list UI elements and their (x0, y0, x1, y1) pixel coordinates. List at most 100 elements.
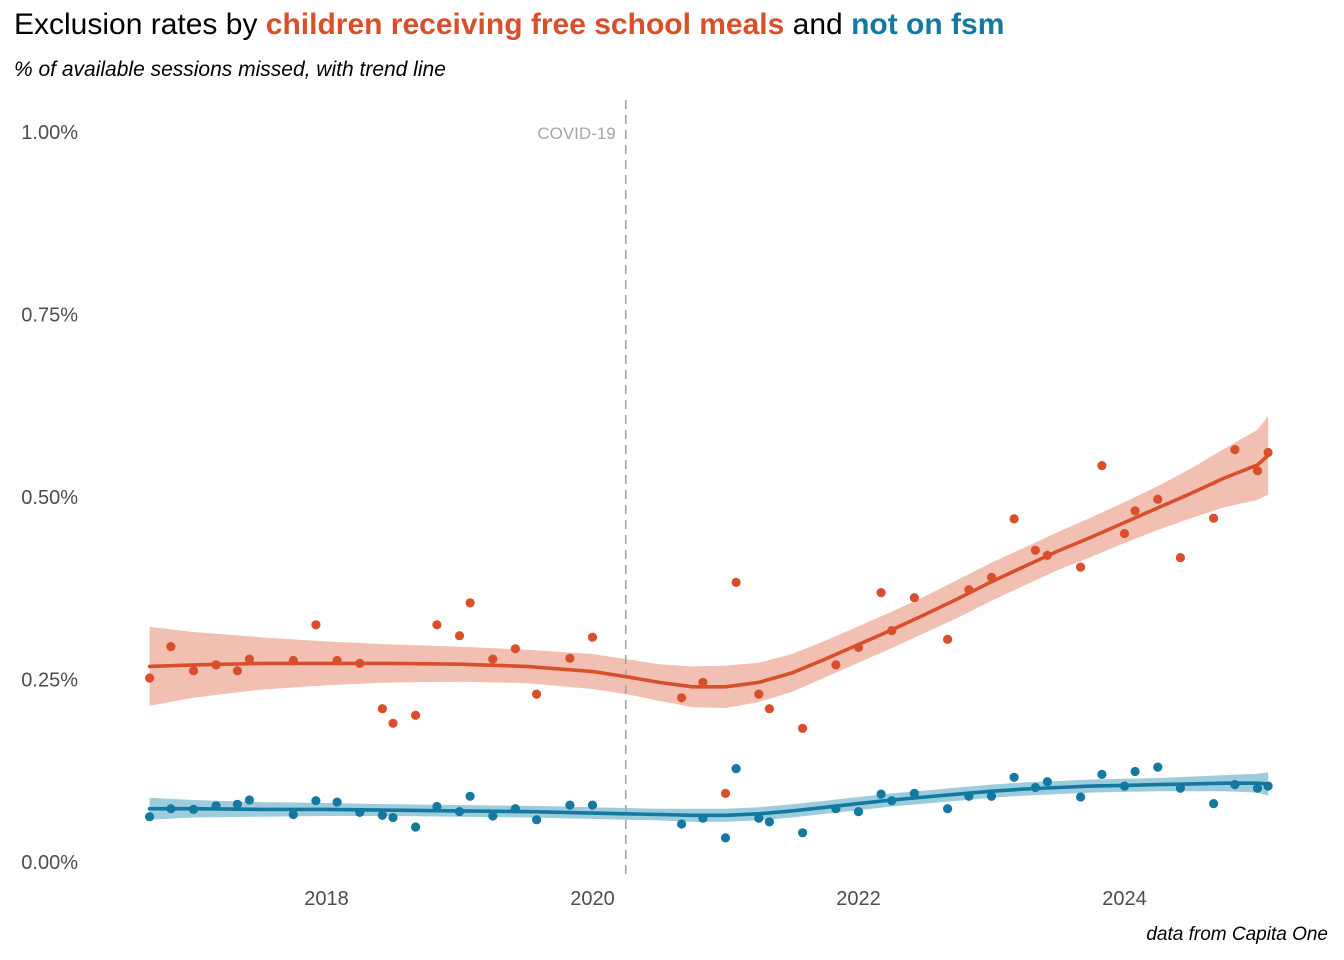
data-point-not-fsm (488, 811, 498, 821)
data-point-not-fsm (1076, 792, 1086, 802)
data-point-not-fsm (853, 807, 864, 817)
data-point-fsm (166, 642, 176, 652)
title-highlight-fsm: children receiving free school meals (265, 8, 785, 41)
data-point-fsm (377, 704, 387, 714)
x-tick-label: 2024 (1102, 888, 1147, 910)
data-point-not-fsm (465, 791, 475, 801)
data-point-not-fsm (720, 833, 731, 843)
data-point-not-fsm (698, 813, 708, 823)
data-point-fsm (887, 626, 897, 636)
data-point-not-fsm (565, 800, 575, 810)
data-point-not-fsm (1009, 772, 1019, 782)
data-point-not-fsm (288, 809, 298, 820)
data-point-fsm (488, 654, 498, 664)
data-point-not-fsm (510, 804, 520, 814)
data-point-fsm (1030, 545, 1040, 555)
y-tick-label: 0.25% (21, 670, 78, 692)
data-point-not-fsm (1263, 781, 1273, 791)
data-point-fsm (909, 593, 920, 603)
data-point-fsm (1252, 466, 1263, 476)
chart-subtitle: % of available sessions missed, with tre… (14, 58, 446, 81)
data-point-fsm (876, 588, 886, 598)
data-point-not-fsm (677, 819, 687, 829)
data-point-fsm (211, 660, 221, 670)
data-point-not-fsm (355, 807, 365, 818)
data-point-fsm (831, 660, 841, 670)
data-point-fsm (1042, 550, 1052, 561)
data-point-not-fsm (831, 804, 841, 814)
data-point-not-fsm (377, 810, 387, 820)
data-point-not-fsm (887, 796, 897, 806)
data-point-fsm (565, 653, 575, 663)
data-point-fsm (798, 723, 808, 734)
data-point-not-fsm (454, 807, 465, 817)
data-point-fsm (311, 620, 321, 630)
data-point-not-fsm (1030, 782, 1040, 793)
data-point-not-fsm (1130, 766, 1140, 777)
data-point-not-fsm (1097, 769, 1107, 780)
data-point-fsm (1009, 514, 1019, 524)
data-point-not-fsm (411, 822, 421, 832)
data-point-fsm (731, 577, 741, 588)
data-point-fsm (1119, 528, 1130, 539)
data-point-fsm (388, 718, 398, 728)
data-point-not-fsm (244, 795, 254, 805)
data-point-not-fsm (1175, 783, 1185, 793)
data-point-not-fsm (1042, 777, 1052, 787)
data-point-not-fsm (943, 804, 953, 814)
data-point-not-fsm (587, 800, 598, 810)
data-point-fsm (510, 644, 520, 654)
data-point-fsm (188, 666, 199, 676)
data-point-fsm (964, 585, 974, 595)
title-highlight-not-fsm: not on fsm (851, 8, 1005, 41)
data-point-not-fsm (388, 812, 398, 823)
data-point-fsm (986, 572, 997, 582)
data-point-not-fsm (145, 812, 155, 822)
data-point-not-fsm (909, 788, 920, 799)
data-point-fsm (411, 710, 421, 720)
data-point-not-fsm (731, 764, 741, 774)
x-tick-label: 2018 (304, 888, 349, 910)
y-tick-label: 0.00% (21, 852, 78, 874)
data-point-fsm (1130, 506, 1140, 516)
data-point-fsm (244, 654, 254, 664)
data-point-not-fsm (876, 789, 886, 799)
data-point-fsm (587, 632, 598, 642)
data-point-fsm (853, 642, 864, 653)
data-point-fsm (232, 666, 242, 676)
data-point-not-fsm (188, 804, 199, 815)
data-point-fsm (764, 704, 775, 714)
data-point-fsm (1153, 494, 1163, 504)
data-point-not-fsm (166, 804, 176, 814)
y-tick-label: 1.00% (21, 122, 78, 144)
data-point-fsm (454, 631, 465, 641)
chart-title: Exclusion rates by children receiving fr… (14, 8, 1004, 42)
title-prefix: Exclusion rates by (14, 8, 266, 41)
data-point-not-fsm (232, 799, 242, 809)
data-point-fsm (1097, 461, 1107, 471)
data-point-not-fsm (964, 791, 974, 801)
y-tick-label: 0.75% (21, 305, 78, 327)
title-middle: and (784, 8, 852, 41)
data-point-fsm (677, 693, 687, 703)
data-point-fsm (1263, 447, 1273, 458)
data-point-not-fsm (532, 815, 542, 825)
chart-caption: data from Capita One (1146, 924, 1328, 945)
data-point-fsm (943, 634, 953, 645)
data-point-fsm (332, 655, 342, 666)
y-tick-label: 0.50% (21, 487, 78, 509)
data-point-not-fsm (211, 801, 221, 811)
x-tick-label: 2020 (570, 888, 615, 910)
data-point-fsm (532, 689, 542, 699)
data-point-fsm (465, 598, 475, 608)
data-point-not-fsm (332, 797, 342, 807)
confidence-band-fsm (149, 416, 1269, 708)
data-point-fsm (1209, 513, 1219, 523)
data-point-not-fsm (432, 801, 442, 812)
data-point-not-fsm (986, 791, 997, 801)
data-point-fsm (754, 689, 764, 699)
data-point-not-fsm (1209, 799, 1219, 809)
data-point-not-fsm (1153, 762, 1163, 772)
data-point-fsm (1076, 562, 1086, 572)
